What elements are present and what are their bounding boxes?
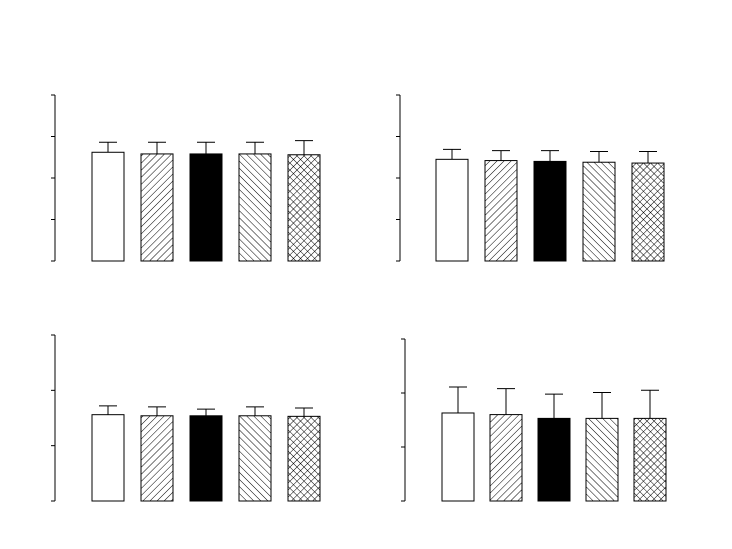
bar-bottom-left-0	[91, 414, 125, 502]
bar-top-right-1	[484, 160, 518, 262]
bar-bottom-right-4	[633, 417, 667, 502]
bar-bottom-right-2	[537, 417, 571, 502]
bar-top-right-3	[582, 161, 616, 262]
bar-top-right-0	[435, 158, 469, 262]
bar-top-left-0	[91, 151, 125, 262]
bar-top-left-3	[238, 153, 272, 262]
bar-top-left-2	[189, 153, 223, 262]
bar-bottom-left-3	[238, 415, 272, 502]
bar-top-left-1	[140, 153, 174, 262]
bar-top-right-4	[631, 162, 665, 262]
bar-bottom-left-4	[287, 415, 321, 502]
bar-bottom-right-1	[489, 414, 523, 502]
bar-bottom-left-1	[140, 415, 174, 502]
bar-bottom-right-0	[441, 412, 475, 502]
bar-top-right-2	[533, 160, 567, 262]
bar-bottom-right-3	[585, 417, 619, 502]
bar-top-left-4	[287, 154, 321, 262]
bar-bottom-left-2	[189, 415, 223, 502]
